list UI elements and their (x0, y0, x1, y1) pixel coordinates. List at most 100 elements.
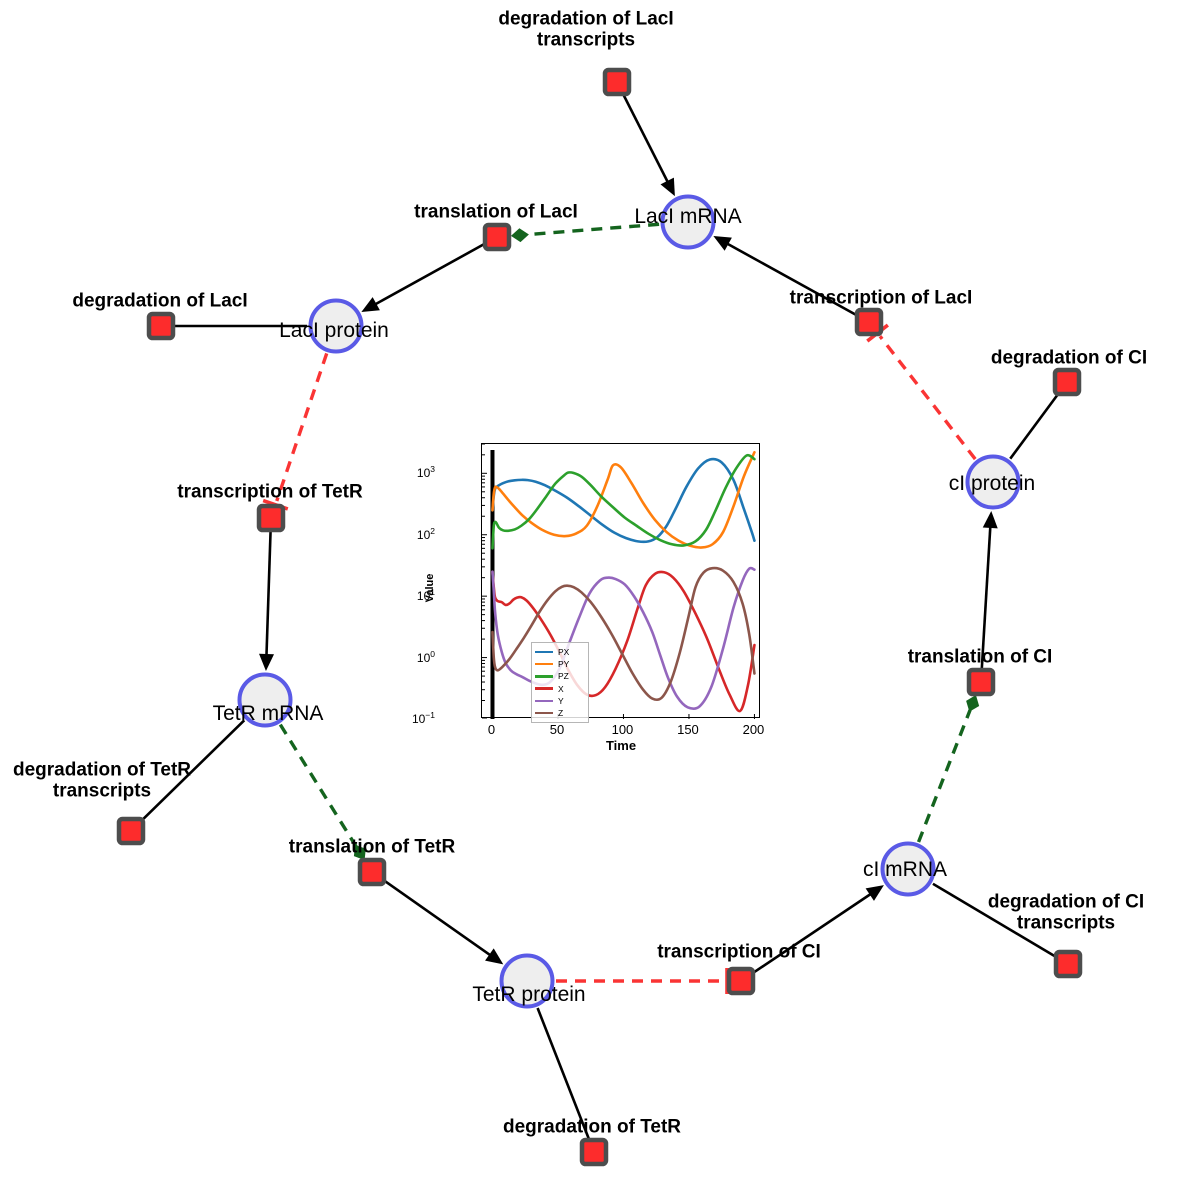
legend-label-PY: PY (558, 659, 570, 670)
reaction-label-transl_tetr: translation of TetR (288, 836, 456, 858)
plot-y-tick-label: 100 (416, 648, 435, 665)
edge-tetr_protein-to-deg_tetr (536, 1007, 591, 1140)
species-label-laci_protein: LacI protein (279, 319, 389, 342)
species-node-laci_protein[interactable] (308, 298, 364, 354)
arrowhead-triangle (865, 885, 884, 901)
plot-series-PX (491, 457, 756, 544)
edge-deg_laci_transcripts-to-laci_mrna (622, 93, 670, 184)
plot-series-PZ (491, 453, 756, 550)
species-node-tetr_protein[interactable] (499, 953, 555, 1009)
edge-ci_mrna-to-deg_ci_transcripts (932, 882, 1057, 958)
reaction-label-deg_tetr: degradation of TetR (502, 1116, 682, 1138)
species-label-ci_protein: cI protein (948, 472, 1036, 495)
arrowhead-triangle (713, 236, 732, 251)
reaction-node-transcr_laci[interactable] (854, 307, 884, 337)
reaction-node-deg_ci_transcripts[interactable] (1053, 949, 1083, 979)
legend-item-Y[interactable]: Y (535, 695, 584, 707)
edge-laci_mrna-to-transl_laci (526, 222, 660, 237)
legend-item-PZ[interactable]: PZ (535, 670, 584, 682)
edge-ci_mrna-to-transl_ci (916, 709, 972, 843)
plot-canvas (482, 444, 756, 719)
reaction-node-transl_laci[interactable] (482, 222, 512, 252)
species-label-ci_mrna: cI mRNA (863, 858, 947, 881)
plot-series-Y (491, 566, 756, 711)
arrowhead-diamond (510, 228, 529, 243)
legend-label-PX: PX (558, 647, 570, 658)
edge-transl_laci-to-laci_protein (373, 242, 486, 306)
species-node-laci_mrna[interactable] (660, 194, 716, 250)
legend-swatch-Y (535, 699, 553, 703)
plot-x-axis-label: Time (605, 738, 637, 753)
reaction-label-transcr_ci: transcription of CI (657, 941, 821, 963)
species-label-tetr_mrna: TetR mRNA (212, 702, 324, 725)
species-node-tetr_mrna[interactable] (237, 672, 293, 728)
edge-transl_ci-to-ci_protein (980, 525, 992, 669)
legend-label-Z: Z (558, 708, 564, 719)
legend-item-X[interactable]: X (535, 683, 584, 695)
species-label-tetr_protein: TetR protein (472, 983, 586, 1006)
reaction-node-transl_tetr[interactable] (357, 857, 387, 887)
plot-x-tick-label: 100 (611, 722, 634, 737)
reaction-node-deg_tetr[interactable] (579, 1137, 609, 1167)
reaction-label-transcr_tetr: transcription of TetR (177, 481, 363, 503)
edge-tetr_mrna-to-transl_tetr (278, 723, 358, 848)
plot-y-tick-label: 102 (416, 525, 435, 542)
reaction-node-deg_tetr_transcripts[interactable] (116, 816, 146, 846)
reaction-label-transl_ci: translation of CI (907, 646, 1053, 668)
legend-item-PY[interactable]: PY (535, 658, 584, 670)
arrowhead-diamond (353, 844, 366, 861)
arrowhead-triangle (259, 653, 275, 672)
arrowhead-diamond (966, 695, 980, 712)
reaction-node-deg_laci_transcripts[interactable] (602, 67, 632, 97)
plot-frame: PX PY PZ X Y Z (481, 443, 760, 724)
reaction-label-transcr_laci: transcription of LacI (789, 287, 973, 309)
edge-deg_ci-to-ci_protein (1009, 392, 1060, 460)
legend-item-Z[interactable]: Z (535, 707, 584, 719)
plot-x-tick-label: 50 (549, 722, 565, 737)
legend-swatch-PY (535, 663, 553, 666)
plot-y-tick-label: 101 (416, 587, 435, 604)
edge-transl_tetr-to-tetr_protein (382, 878, 492, 957)
legend-label-X: X (558, 683, 564, 694)
reaction-label-deg_laci_transcripts: degradation of LacI transcripts (498, 8, 674, 51)
reaction-label-deg_ci: degradation of CI (990, 347, 1148, 369)
reaction-label-transl_laci: translation of LacI (414, 201, 578, 223)
plot-y-tick-label: 10−1 (411, 710, 435, 726)
reaction-node-transcr_ci[interactable] (726, 966, 756, 996)
edge-transcr_ci-to-ci_mrna (751, 892, 873, 975)
species-node-ci_protein[interactable] (965, 454, 1021, 510)
plot-y-tick-label: 103 (416, 464, 435, 481)
species-node-ci_mrna[interactable] (880, 841, 936, 897)
reaction-label-deg_tetr_transcripts: degradation of TetR transcripts (12, 759, 192, 802)
reaction-node-transcr_tetr[interactable] (256, 503, 286, 533)
arrowhead-triangle (660, 177, 675, 197)
legend-item-PX[interactable]: PX (535, 646, 584, 658)
legend-swatch-PX (535, 650, 553, 654)
reaction-label-deg_laci: degradation of LacI (72, 290, 248, 312)
plot-x-tick-label: 200 (742, 722, 765, 737)
arrowhead-triangle (982, 510, 998, 529)
arrowhead-triangle (361, 297, 380, 312)
reaction-label-deg_ci_transcripts: degradation of CI transcripts (987, 891, 1145, 934)
legend-label-Y: Y (558, 695, 564, 706)
reaction-node-deg_ci[interactable] (1052, 367, 1082, 397)
edge-transcr_tetr-to-tetr_mrna (265, 531, 272, 657)
plot-x-tick-label: 150 (677, 722, 699, 737)
timecourse-plot: Value 10−1 100 101 102 103 PX PY PZ X Y Z 0 50 100 1… (412, 436, 766, 754)
reaction-node-transl_ci[interactable] (966, 667, 996, 697)
edge-ci_protein-to-transcr_laci (878, 335, 977, 461)
legend-label-PZ: PZ (558, 671, 569, 682)
species-label-laci_mrna: LacI mRNA (634, 205, 742, 228)
edge-laci_protein-to-transcr_tetr (275, 352, 329, 502)
legend-swatch-Z (535, 711, 553, 715)
legend-swatch-PZ (535, 675, 553, 678)
reaction-node-deg_laci[interactable] (146, 311, 176, 341)
legend-swatch-X (535, 687, 553, 690)
arrowhead-triangle (485, 948, 504, 965)
plot-series-PY (491, 450, 756, 549)
plot-legend: PX PY PZ X Y Z (531, 642, 589, 724)
edge-tetr_mrna-to-deg_tetr_transcripts (140, 719, 246, 823)
plot-x-tick-label: 0 (487, 722, 496, 737)
